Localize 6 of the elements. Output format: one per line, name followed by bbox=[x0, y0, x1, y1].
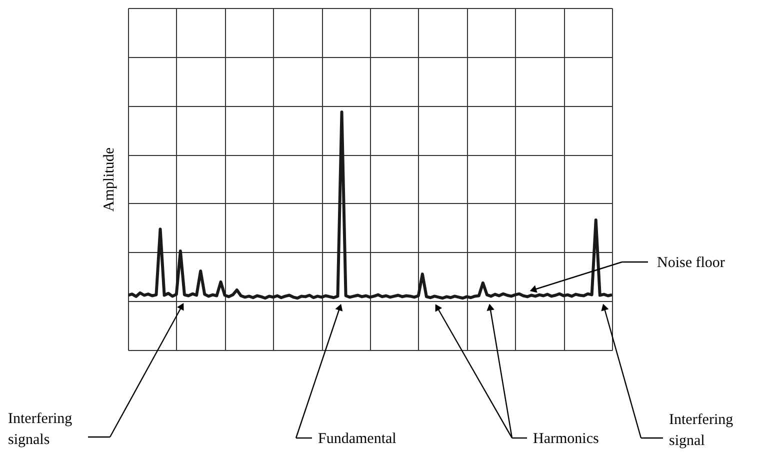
text: Interfering signals bbox=[8, 411, 73, 448]
text: Noise floor bbox=[657, 255, 725, 271]
text: Interfering signal bbox=[669, 412, 734, 449]
text: Fundamental bbox=[318, 431, 396, 447]
text: Harmonics bbox=[533, 431, 599, 447]
y-axis-title: Amplitude bbox=[102, 147, 118, 212]
